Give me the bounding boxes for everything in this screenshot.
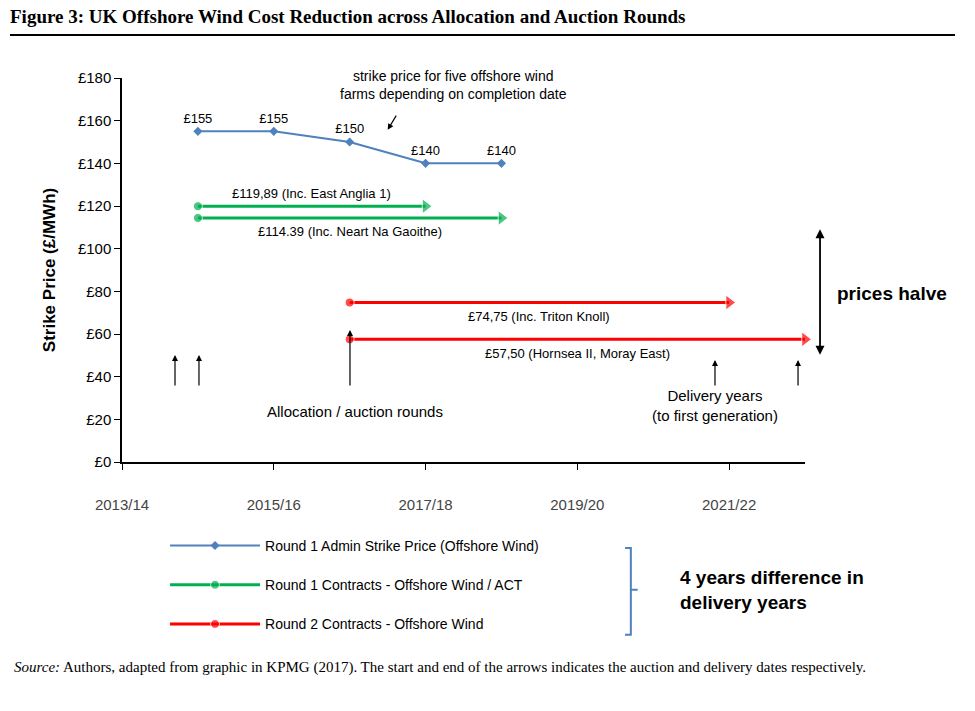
- svg-text:£119,89 (Inc. East Anglia 1): £119,89 (Inc. East Anglia 1): [232, 186, 391, 201]
- svg-text:strike price for five offshore: strike price for five offshore windfarms…: [340, 68, 567, 102]
- svg-text:£140: £140: [487, 143, 516, 158]
- svg-text:£40: £40: [86, 368, 111, 385]
- svg-text:£100: £100: [78, 240, 111, 257]
- svg-text:£60: £60: [86, 325, 111, 342]
- svg-text:2019/20: 2019/20: [550, 496, 604, 513]
- svg-text:2015/16: 2015/16: [247, 496, 301, 513]
- svg-text:£140: £140: [411, 143, 440, 158]
- svg-text:£155: £155: [259, 111, 288, 126]
- svg-text:£20: £20: [86, 411, 111, 428]
- svg-text:£160: £160: [78, 112, 111, 129]
- html-text:Figure 3: UK Offshore Wind Cos: Figure 3: UK Offshore Wind Cost Reductio…: [10, 6, 686, 27]
- svg-text:prices halve: prices halve: [837, 283, 947, 304]
- svg-text:£74,75 (Inc. Triton Knoll): £74,75 (Inc. Triton Knoll): [468, 309, 610, 324]
- svg-text:4 years difference indelivery: 4 years difference indelivery years: [680, 567, 864, 613]
- svg-text:2021/22: 2021/22: [702, 496, 756, 513]
- svg-text:£0: £0: [95, 453, 112, 470]
- svg-text:Round 1 Admin Strike Price (Of: Round 1 Admin Strike Price (Offshore Win…: [265, 538, 539, 554]
- svg-text:2013/14: 2013/14: [95, 496, 149, 513]
- svg-text:£114.39 (Inc. Neart Na Gaoithe: £114.39 (Inc. Neart Na Gaoithe): [258, 224, 442, 239]
- svg-text:£150: £150: [335, 121, 364, 136]
- svg-text:£80: £80: [86, 283, 111, 300]
- svg-text:£180: £180: [78, 69, 111, 86]
- svg-text:£155: £155: [183, 111, 212, 126]
- svg-text:Round 2 Contracts - Offshore W: Round 2 Contracts - Offshore Wind: [265, 616, 483, 632]
- svg-text:£120: £120: [78, 197, 111, 214]
- html-text:Source: Authors, adapted from: Source: Authors, adapted from graphic in…: [14, 659, 867, 675]
- svg-text:£57,50 (Hornsea II, Moray East: £57,50 (Hornsea II, Moray East): [485, 346, 670, 361]
- svg-text:Allocation / auction rounds: Allocation / auction rounds: [267, 403, 443, 420]
- svg-text:Delivery years(to first genera: Delivery years(to first generation): [652, 387, 778, 424]
- svg-text:Strike Price (£/MWh): Strike Price (£/MWh): [40, 188, 59, 352]
- svg-text:2017/18: 2017/18: [398, 496, 452, 513]
- svg-text:£140: £140: [78, 155, 111, 172]
- svg-text:Round 1 Contracts - Offshore W: Round 1 Contracts - Offshore Wind / ACT: [265, 577, 523, 593]
